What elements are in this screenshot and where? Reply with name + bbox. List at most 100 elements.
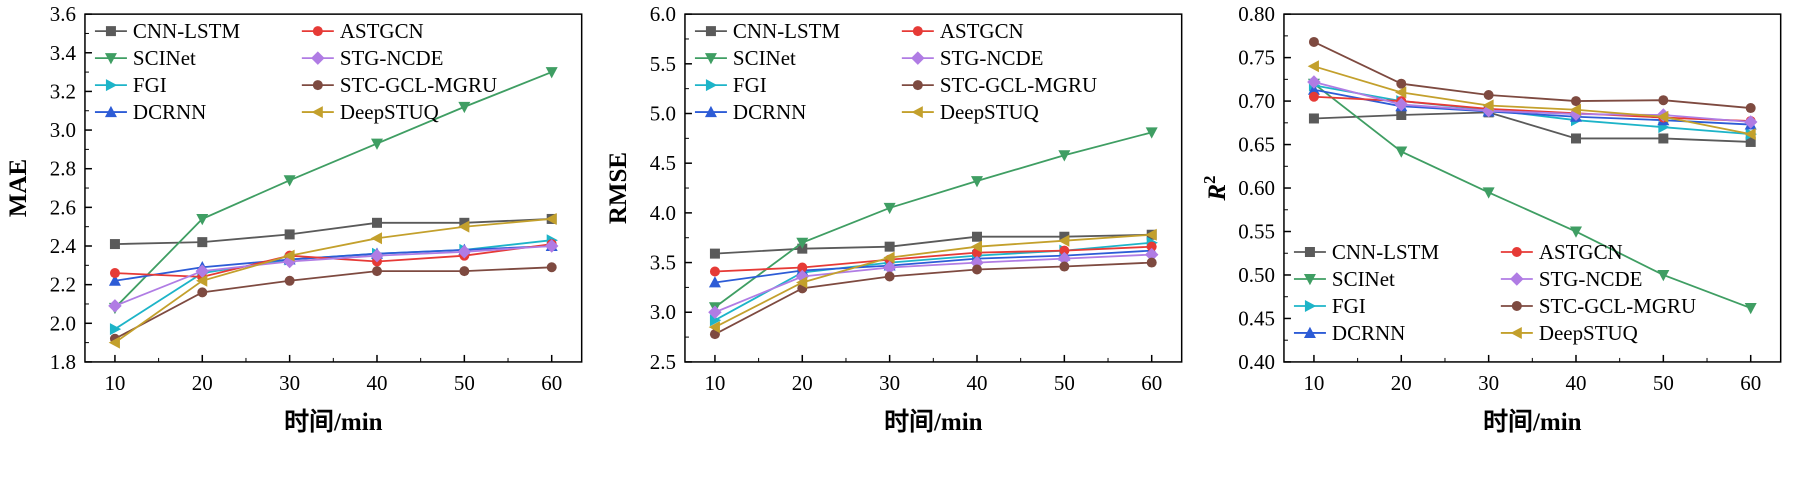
triangle-left-marker	[1510, 326, 1523, 339]
circle-marker	[1309, 36, 1320, 47]
series-line	[114, 245, 552, 307]
y-axis: 1.8 2.0 2.2 2.4 2.6 2.8 3.0 3.2 3.4 3.6	[50, 2, 92, 374]
legend-label: STC-GCL-MGRU	[340, 73, 497, 97]
x-tick-label: 50	[1054, 371, 1075, 395]
circle-marker	[1146, 257, 1157, 268]
circle-marker	[912, 26, 923, 37]
circle-marker	[1146, 241, 1157, 252]
diamond-marker	[1482, 103, 1496, 118]
triangle-down-marker	[370, 138, 383, 150]
legend-item-STG-NCDE: STG-NCDE	[301, 46, 444, 70]
legend-item-CNN-LSTM: CNN-LSTM	[1294, 240, 1440, 264]
diamond-marker	[1144, 247, 1159, 262]
y-tick-label: 3.6	[50, 2, 76, 26]
series-STC-GCL-MGRU	[709, 257, 1157, 340]
triangle-down-marker	[1482, 187, 1495, 199]
x-tick-label: 20	[791, 371, 812, 395]
square-marker	[1396, 109, 1407, 120]
series-line	[114, 245, 552, 282]
legend-label: FGI	[1332, 294, 1366, 318]
legend-label: SCINet	[133, 46, 196, 70]
square-marker	[459, 217, 470, 228]
legend-label: DeepSTUQ	[340, 100, 439, 124]
triangle-down-marker	[1570, 226, 1583, 238]
triangle-up-marker	[1308, 83, 1321, 95]
square-marker	[1059, 231, 1070, 242]
triangle-down-marker	[196, 213, 209, 226]
y-axis-label: RMSE	[605, 152, 632, 224]
circle-marker	[284, 275, 295, 286]
series-line	[714, 249, 1152, 284]
circle-marker	[1309, 91, 1320, 102]
x-tick-label: 10	[704, 371, 725, 395]
triangle-left-marker	[196, 274, 208, 287]
legend-label: FGI	[733, 73, 767, 97]
legend-label: SCINet	[733, 46, 796, 70]
legend-item-STG-NCDE: STG-NCDE	[901, 46, 1043, 70]
square-marker	[884, 241, 895, 252]
triangle-down-marker	[1745, 303, 1758, 315]
series-DeepSTUQ	[1308, 60, 1757, 141]
legend-label: CNN-LSTM	[133, 19, 241, 43]
triangle-left-marker	[795, 276, 807, 289]
legend-item-DCRNN: DCRNN	[694, 100, 806, 124]
x-tick-label: 40	[1566, 371, 1587, 395]
square-marker	[1658, 133, 1669, 144]
x-tick-label: 60	[1741, 371, 1762, 395]
triangle-right-marker	[109, 323, 122, 336]
circle-marker	[912, 80, 923, 91]
triangle-up-marker	[104, 105, 117, 118]
series-STG-NCDE	[707, 247, 1159, 319]
x-tick-label: 40	[966, 371, 987, 395]
y-tick-label: 3.4	[50, 41, 77, 65]
circle-marker	[459, 266, 470, 277]
legend-label: ASTGCN	[939, 19, 1023, 43]
circle-marker	[1512, 300, 1523, 311]
series-STC-GCL-MGRU	[1309, 36, 1757, 114]
x-tick-label: 30	[1479, 371, 1500, 395]
x-tick-label: 20	[1391, 371, 1412, 395]
legend-item-STC-GCL-MGRU: STC-GCL-MGRU	[301, 73, 497, 97]
triangle-left-marker	[1395, 86, 1407, 99]
triangle-left-marker	[1657, 110, 1669, 123]
y-axis: 0.40 0.45 0.50 0.55 0.60 0.65 0.70 0.75 0.80	[1239, 2, 1292, 374]
series-line	[1314, 111, 1752, 143]
triangle-down-marker	[1657, 269, 1670, 282]
y-tick-label: 0.40	[1239, 350, 1276, 374]
series-line	[1314, 65, 1752, 136]
legend-label: CNN-LSTM	[1332, 240, 1440, 264]
circle-marker	[371, 266, 382, 277]
triangle-down-marker	[104, 53, 117, 65]
triangle-left-marker	[1057, 234, 1070, 247]
triangle-right-marker	[105, 79, 118, 92]
legend: CNN-LSTM SCINet FGI DCRNN ASTGCN STG-NCDE STC-…	[94, 19, 497, 124]
legend-label: DCRNN	[733, 100, 806, 124]
triangle-left-marker	[545, 212, 557, 225]
y-axis-label: MAE	[5, 159, 32, 217]
series-line	[114, 218, 552, 246]
series-DeepSTUQ	[108, 212, 557, 349]
diamond-marker	[795, 269, 809, 284]
y-tick-label: 4.0	[649, 201, 675, 225]
mae-chart-svg: 1.8 2.0 2.2 2.4 2.6 2.8 3.0 3.2 3.4 3.6 10 20 30 40 50…	[5, 2, 583, 436]
legend-item-DCRNN: DCRNN	[1294, 321, 1406, 345]
legend-item-CNN-LSTM: CNN-LSTM	[94, 19, 241, 43]
x-tick-label: 50	[454, 371, 475, 395]
square-marker	[971, 231, 982, 242]
series-line	[714, 131, 1152, 308]
x-tick-label: 10	[104, 371, 125, 395]
series-line	[1314, 81, 1752, 123]
x-tick-label: 10	[1304, 371, 1325, 395]
legend-item-FGI: FGI	[1294, 294, 1366, 318]
y-tick-label: 0.75	[1239, 46, 1276, 70]
triangle-left-marker	[1570, 103, 1582, 116]
circle-marker	[1512, 247, 1523, 257]
triangle-down-marker	[795, 237, 808, 249]
y-tick-label: 2.4	[50, 234, 77, 258]
series-STC-GCL-MGRU	[109, 262, 557, 344]
legend-label: STC-GCL-MGRU	[939, 73, 1096, 97]
y-tick-label: 3.0	[649, 300, 675, 324]
triangle-left-marker	[458, 220, 470, 233]
legend-item-FGI: FGI	[94, 73, 167, 97]
